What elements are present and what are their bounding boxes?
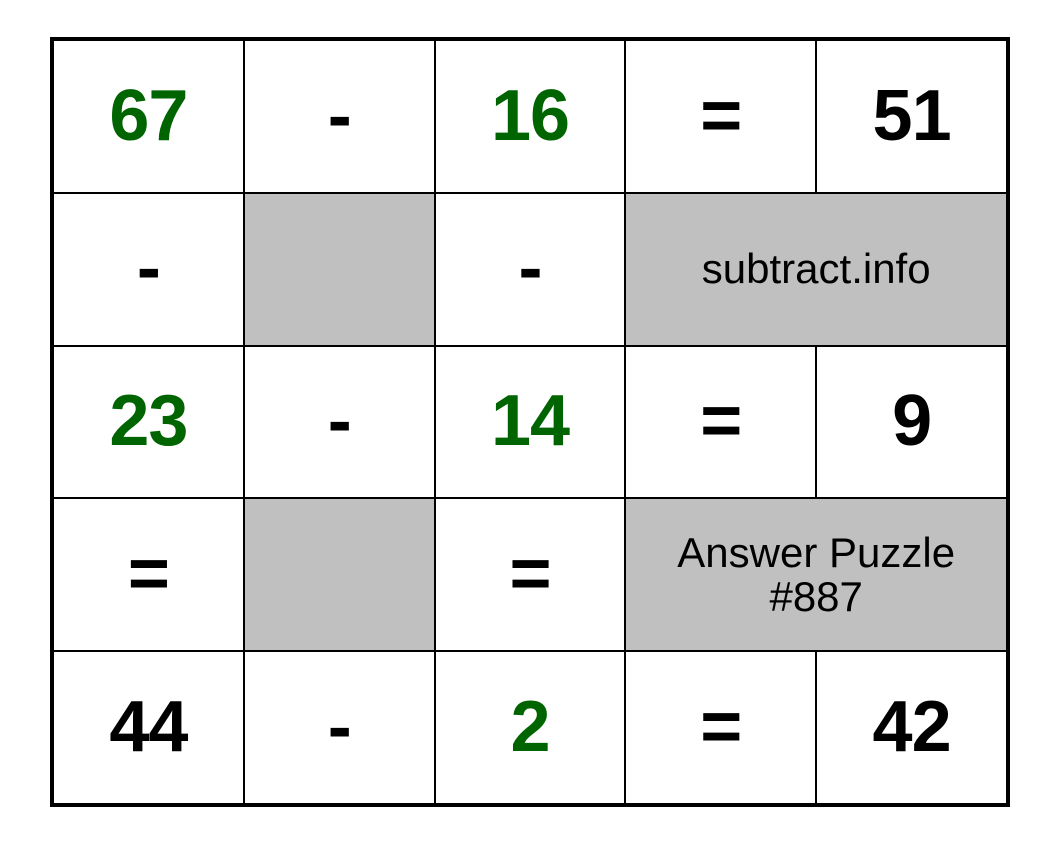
cell-r2c2: 14	[435, 346, 626, 499]
cell-r3c1-blank	[244, 498, 435, 651]
cell-r3-answer-label: Answer Puzzle #887	[625, 498, 1007, 651]
row-2: 23 - 14 = 9	[53, 346, 1007, 499]
row-1: - - subtract.info	[53, 193, 1007, 346]
cell-r4c0: 44	[53, 651, 244, 804]
cell-r1c0-minus: -	[53, 193, 244, 346]
cell-r0c1-minus: -	[244, 40, 435, 193]
cell-r3c2-equals: =	[435, 498, 626, 651]
cell-r2c4: 9	[816, 346, 1007, 499]
cell-r4c2: 2	[435, 651, 626, 804]
cell-r4c1-minus: -	[244, 651, 435, 804]
cell-r1-source-label: subtract.info	[625, 193, 1007, 346]
cell-r2c0: 23	[53, 346, 244, 499]
cell-r1c2-minus: -	[435, 193, 626, 346]
cell-r0c4: 51	[816, 40, 1007, 193]
cell-r0c2: 16	[435, 40, 626, 193]
cell-r0c3-equals: =	[625, 40, 816, 193]
row-0: 67 - 16 = 51	[53, 40, 1007, 193]
cell-r2c1-minus: -	[244, 346, 435, 499]
cell-r2c3-equals: =	[625, 346, 816, 499]
row-3: = = Answer Puzzle #887	[53, 498, 1007, 651]
cell-r4c4: 42	[816, 651, 1007, 804]
cell-r3c0-equals: =	[53, 498, 244, 651]
row-4: 44 - 2 = 42	[53, 651, 1007, 804]
cell-r4c3-equals: =	[625, 651, 816, 804]
puzzle-grid: 67 - 16 = 51 - - subtract.info 23 - 14 =…	[50, 37, 1010, 807]
cell-r0c0: 67	[53, 40, 244, 193]
cell-r1c1-blank	[244, 193, 435, 346]
